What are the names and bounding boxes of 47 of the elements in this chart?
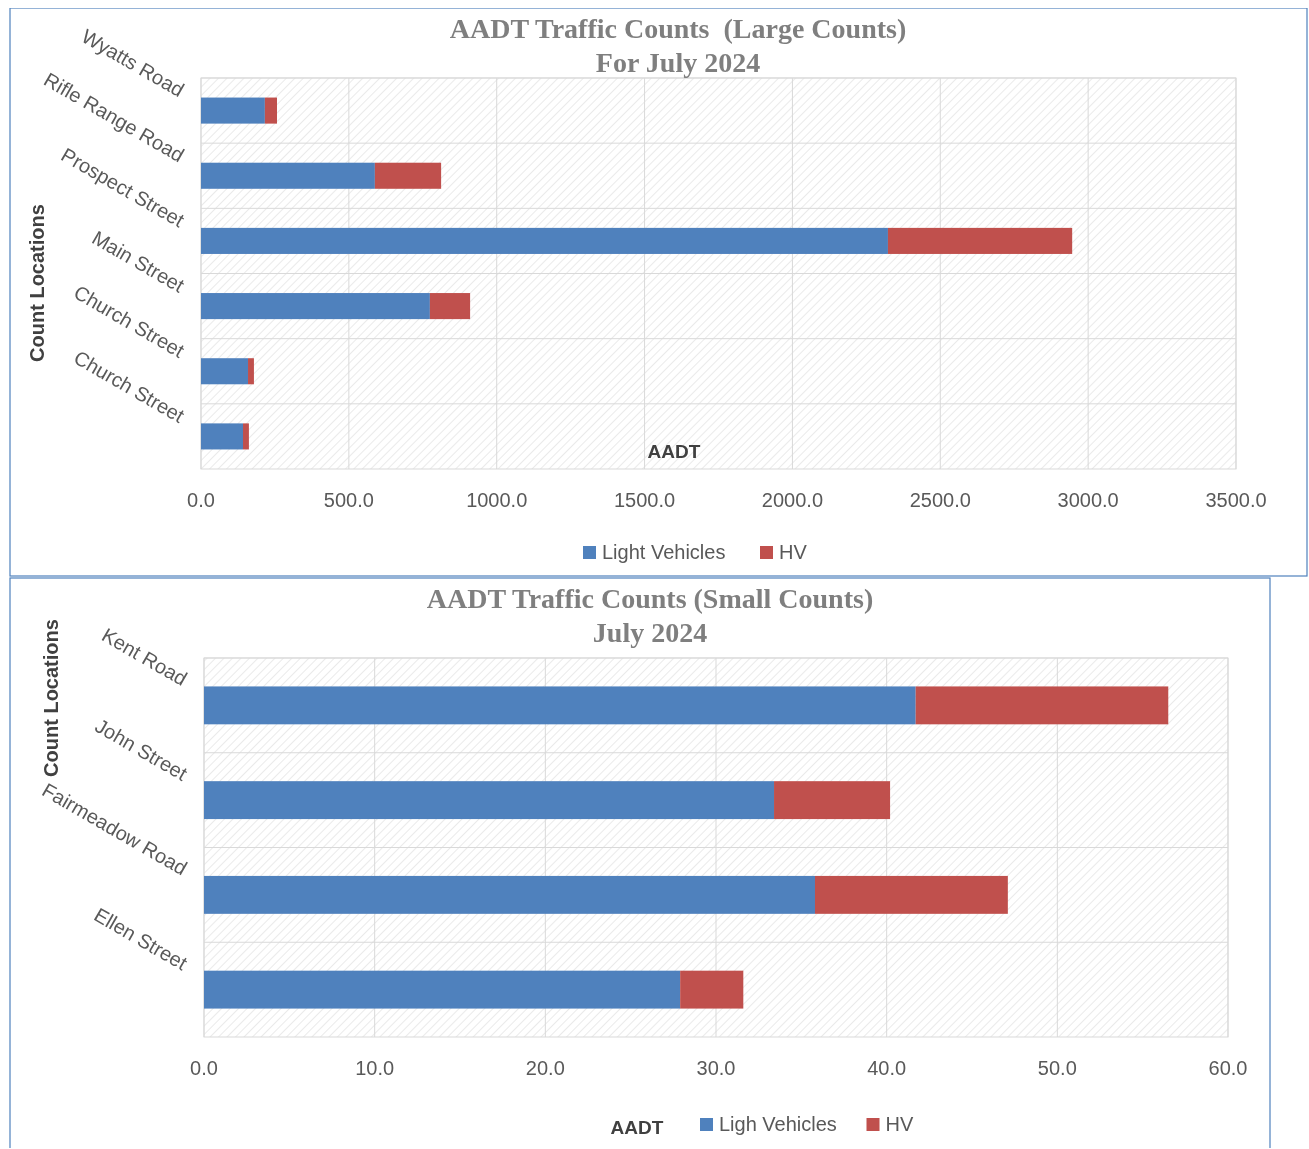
y-axis-title: Count Locations [26, 204, 48, 362]
x-tick-label: 500.0 [323, 489, 374, 511]
x-axis-title: AADT [610, 1117, 664, 1138]
bar [429, 293, 471, 320]
bar [814, 875, 1008, 914]
bar [204, 875, 815, 914]
x-tick-label: 3500.0 [1205, 489, 1267, 511]
bar [201, 358, 249, 385]
x-tick-label: 2500.0 [909, 489, 971, 511]
bar [204, 781, 775, 820]
bar [248, 358, 254, 385]
legend-label: Light Vehicles [602, 541, 726, 563]
bar [204, 970, 681, 1009]
chart-title: AADT Traffic Counts (Large Counts) [449, 13, 907, 44]
x-tick-label: 0.0 [187, 489, 215, 511]
x-tick-label: 3000.0 [1057, 489, 1119, 511]
x-tick-label: 10.0 [355, 1057, 395, 1079]
x-axis-title: AADT [647, 441, 701, 462]
x-tick-label: 20.0 [525, 1057, 565, 1079]
bar [201, 423, 243, 450]
legend-label: Ligh Vehicles [719, 1113, 837, 1135]
x-tick-label: 1000.0 [466, 489, 528, 511]
bar [915, 686, 1169, 725]
x-tick-label: 2000.0 [761, 489, 824, 511]
bar [201, 97, 265, 124]
legend-label: HV [779, 541, 808, 563]
bar [887, 227, 1073, 254]
x-tick-label: 30.0 [696, 1057, 736, 1079]
bar [242, 423, 249, 450]
x-tick-label: 50.0 [1037, 1057, 1077, 1079]
chart-subtitle: For July 2024 [595, 47, 761, 78]
x-tick-label: 1500.0 [613, 489, 676, 511]
bar [374, 162, 442, 189]
x-tick-label: 60.0 [1208, 1057, 1248, 1079]
bar [680, 970, 744, 1009]
bar [204, 686, 916, 725]
bar [201, 162, 375, 189]
bar [201, 227, 888, 254]
bar [774, 781, 891, 820]
x-tick-label: 0.0 [190, 1057, 218, 1079]
y-axis-title: Count Locations [40, 619, 62, 777]
bar [201, 293, 430, 320]
chart-title: AADT Traffic Counts (Small Counts) [426, 583, 874, 614]
x-tick-label: 40.0 [867, 1057, 907, 1079]
bar [264, 97, 277, 124]
legend-label: HV [885, 1113, 914, 1135]
chart-subtitle: July 2024 [592, 617, 708, 648]
